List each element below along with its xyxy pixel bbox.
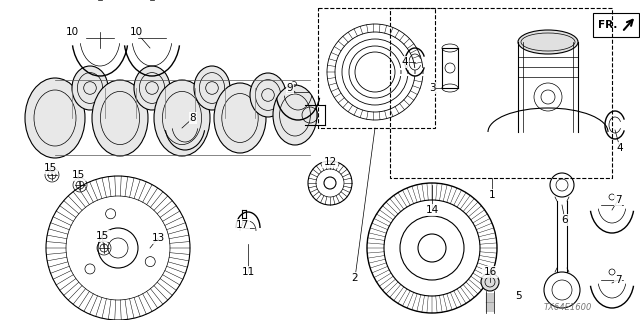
Ellipse shape bbox=[214, 83, 266, 153]
Text: 4: 4 bbox=[617, 143, 623, 153]
Text: 14: 14 bbox=[426, 205, 438, 215]
Ellipse shape bbox=[250, 73, 286, 117]
Text: 5: 5 bbox=[515, 291, 522, 301]
Text: 7: 7 bbox=[614, 275, 621, 285]
Text: 11: 11 bbox=[241, 267, 255, 277]
Ellipse shape bbox=[154, 80, 210, 156]
Text: 17: 17 bbox=[236, 220, 248, 230]
Text: 15: 15 bbox=[44, 163, 56, 173]
Circle shape bbox=[481, 273, 499, 291]
Text: 15: 15 bbox=[95, 231, 109, 241]
Ellipse shape bbox=[518, 30, 578, 54]
Text: 13: 13 bbox=[152, 233, 164, 243]
Text: 1: 1 bbox=[489, 190, 495, 200]
Ellipse shape bbox=[273, 85, 317, 145]
Ellipse shape bbox=[194, 66, 230, 110]
Ellipse shape bbox=[72, 66, 108, 110]
Ellipse shape bbox=[134, 66, 170, 110]
Text: 9: 9 bbox=[287, 83, 293, 93]
Text: 2: 2 bbox=[352, 273, 358, 283]
Text: 15: 15 bbox=[72, 170, 84, 180]
Text: FR.: FR. bbox=[598, 20, 618, 30]
Text: TX64E1600: TX64E1600 bbox=[544, 303, 592, 313]
Text: 6: 6 bbox=[562, 215, 568, 225]
Text: 16: 16 bbox=[483, 267, 497, 277]
Text: 4: 4 bbox=[402, 57, 408, 67]
Text: 12: 12 bbox=[323, 157, 337, 167]
Text: 3: 3 bbox=[429, 83, 435, 93]
Text: 8: 8 bbox=[189, 113, 196, 123]
Text: 7: 7 bbox=[614, 195, 621, 205]
Text: 10: 10 bbox=[65, 27, 79, 37]
Ellipse shape bbox=[92, 80, 148, 156]
Text: 10: 10 bbox=[129, 27, 143, 37]
Ellipse shape bbox=[25, 78, 85, 158]
